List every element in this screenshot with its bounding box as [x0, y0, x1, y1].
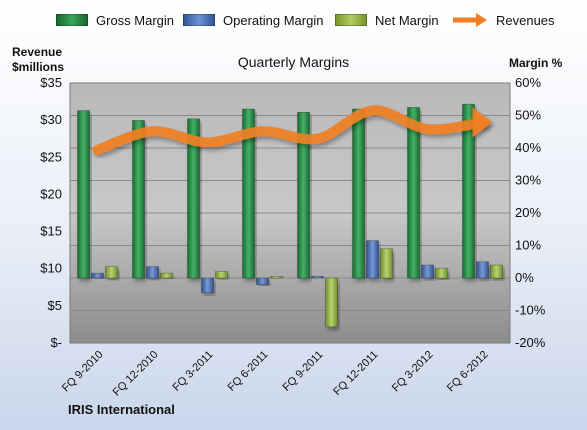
category-label: FQ 12-2010 [111, 349, 161, 399]
gross-margin-bar [407, 107, 420, 279]
legend-item-revenues: Revenues [452, 10, 555, 30]
chart-title: Quarterly Margins [237, 54, 350, 70]
legend-label-revenues: Revenues [496, 12, 555, 28]
legend-label-operating-margin: Operating Margin [223, 12, 324, 28]
right-tick-label: 50% [515, 108, 541, 123]
right-tick-label: 0% [515, 270, 534, 285]
gross-margin-bar [187, 118, 200, 279]
net-margin-bar [160, 272, 173, 279]
operating-margin-bar [476, 261, 489, 279]
right-tick-label: 60% [515, 75, 541, 90]
left-tick-label: $35 [40, 75, 62, 90]
legend-label-net-margin: Net Margin [375, 12, 439, 28]
category-label: FQ 12-2011 [331, 349, 380, 398]
legend-swatch-gross-margin [56, 14, 88, 26]
left-tick-label: $10 [40, 261, 62, 276]
right-tick-label: -20% [515, 335, 546, 350]
category-label: FQ 3-2011 [171, 349, 216, 394]
gross-margin-bar [352, 108, 365, 279]
left-axis-title: Revenue $millions [12, 45, 64, 75]
category-label: FQ 3-2012 [390, 349, 436, 395]
right-tick-label: 20% [515, 205, 541, 220]
revenues-line [92, 105, 488, 155]
category-label: FQ 6-2012 [445, 349, 491, 395]
legend-swatch-operating-margin [183, 14, 215, 26]
gross-margin-bar [462, 103, 475, 279]
left-tick-label: $5 [48, 298, 62, 313]
left-tick-label: $15 [40, 224, 62, 239]
net-margin-bar [380, 248, 393, 279]
operating-margin-bar [311, 276, 324, 279]
right-tick-label: -10% [515, 303, 546, 318]
net-margin-bar [490, 264, 503, 279]
gross-margin-bar [242, 108, 255, 279]
right-tick-label: 10% [515, 238, 541, 253]
operating-margin-bar [146, 266, 159, 279]
net-margin-bar [215, 271, 228, 279]
gross-margin-bar [297, 111, 310, 279]
operating-margin-bar [201, 277, 214, 293]
net-margin-bar [270, 276, 283, 279]
legend: Gross Margin Operating Margin Net Margin… [0, 10, 587, 32]
revenues-arrowhead [472, 107, 493, 138]
right-tick-label: 40% [515, 140, 541, 155]
operating-margin-bar [256, 277, 269, 285]
plot-border [69, 82, 511, 344]
gross-margin-bar [132, 120, 145, 279]
legend-arrow-icon [453, 13, 487, 27]
left-tick-label: $25 [40, 149, 62, 164]
legend-swatch-net-margin [335, 14, 367, 26]
left-axis-title-line-2: $millions [12, 60, 65, 74]
left-tick-label: $- [50, 335, 62, 350]
net-margin-bar [435, 267, 448, 279]
net-margin-bar [105, 266, 118, 279]
right-tick-label: 30% [515, 173, 541, 188]
legend-item-net-margin: Net Margin [335, 10, 439, 30]
operating-margin-bar [91, 272, 104, 279]
legend-item-gross-margin: Gross Margin [56, 10, 174, 30]
left-tick-label: $30 [40, 112, 62, 127]
right-axis-title: Margin % [509, 56, 563, 70]
category-label: FQ 6-2011 [226, 349, 271, 394]
left-tick-label: $20 [40, 186, 62, 201]
gross-margin-bar [77, 110, 90, 279]
operating-margin-bar [366, 240, 379, 279]
company-name: IRIS International [68, 402, 175, 417]
left-axis-title-line-1: Revenue [12, 45, 63, 59]
legend-item-operating-margin: Operating Margin [183, 10, 323, 30]
legend-label-gross-margin: Gross Margin [96, 12, 175, 28]
net-margin-bar [325, 277, 338, 328]
category-label: FQ 9-2011 [281, 349, 326, 394]
category-label: FQ 9-2010 [60, 349, 106, 395]
operating-margin-bar [421, 264, 434, 279]
